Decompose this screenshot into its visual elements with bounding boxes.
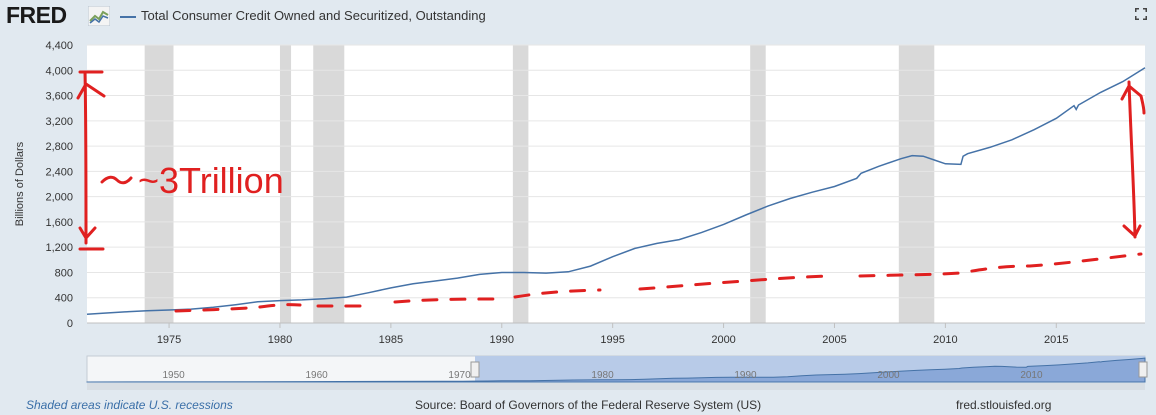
x-axis: 1975 1980 1985 1990 1995 2000 2005 2010 2015	[87, 322, 1145, 346]
legend-swatch	[120, 16, 136, 18]
y-tick-label: 400	[55, 293, 73, 305]
series-line	[86, 67, 1146, 315]
navigator-ticks: 1950 1960 1970 1980 1990 2000 2010	[162, 370, 1043, 381]
x-tick-label: 1980	[268, 334, 292, 346]
navigator-tick-label: 1990	[734, 370, 757, 381]
recession-band	[898, 45, 935, 323]
annotation	[76, 70, 1146, 313]
plot-area	[87, 45, 1145, 323]
y-axis: 0 400 800 1,200 1,600 2,000 2,400 2,800 3,200 3,6…	[45, 40, 73, 330]
navigator-tick-label: 2010	[1020, 370, 1043, 381]
y-tick-label: 1,600	[45, 217, 73, 229]
x-tick-label: 2000	[711, 334, 735, 346]
y-tick-label: 4,400	[45, 40, 73, 52]
chart-header: FRED Total Consumer Credit Owned and Sec…	[0, 0, 1156, 36]
navigator-handle-left[interactable]	[470, 361, 480, 378]
navigator-handle-right[interactable]	[1138, 361, 1148, 378]
x-tick-label: 2010	[933, 334, 957, 346]
y-tick-label: 2,400	[45, 166, 73, 178]
x-tick-label: 2015	[1044, 334, 1068, 346]
recession-band	[144, 45, 174, 323]
navigator-tick-label: 2000	[877, 370, 900, 381]
annotation-tilde	[100, 175, 133, 185]
recession-band	[512, 45, 529, 323]
y-tick-label: 0	[67, 318, 73, 330]
y-tick-label: 3,600	[45, 91, 73, 103]
fred-logo[interactable]: FRED	[6, 2, 67, 28]
x-tick-label: 1990	[490, 334, 514, 346]
y-tick-label: 4,000	[45, 65, 73, 77]
annotation-right-arrow	[1120, 80, 1146, 239]
line-chart-icon	[88, 6, 110, 26]
annotation-text: ~3Trillion	[138, 160, 284, 201]
series-group	[86, 67, 1146, 315]
legend-label[interactable]: Total Consumer Credit Owned and Securiti…	[141, 8, 486, 23]
navigator-tick-label: 1980	[591, 370, 614, 381]
y-tick-label: 800	[55, 267, 73, 279]
y-tick-label: 2,000	[45, 192, 73, 204]
y-axis-title: Billions of Dollars	[14, 141, 26, 226]
x-tick-label: 1985	[379, 334, 403, 346]
navigator-tick-label: 1960	[305, 370, 328, 381]
annotation-dashed-trend	[174, 252, 1143, 313]
x-tick-label: 1995	[600, 334, 624, 346]
recession-note: Shaded areas indicate U.S. recessions	[26, 398, 233, 412]
navigator-series-area	[86, 357, 1146, 383]
recession-band	[313, 45, 345, 323]
recession-band	[279, 45, 292, 323]
navigator-tick-label: 1970	[448, 370, 471, 381]
range-navigator[interactable]: 1950 1960 1970 1980 1990 2000 2010	[86, 355, 1148, 390]
navigator-tick-label: 1950	[162, 370, 185, 381]
y-tick-label: 1,200	[45, 242, 73, 254]
fullscreen-icon[interactable]	[1135, 8, 1147, 20]
source-note: Source: Board of Governors of the Federa…	[415, 398, 762, 412]
y-tick-label: 3,200	[45, 116, 73, 128]
y-tick-label: 2,800	[45, 141, 73, 153]
chart: 0 400 800 1,200 1,600 2,000 2,400 2,800 3,200 3,6…	[14, 40, 1148, 390]
recession-bands	[144, 45, 935, 323]
x-tick-label: 2005	[822, 334, 846, 346]
navigator-scrollbar[interactable]	[87, 383, 1145, 390]
site-link[interactable]: fred.stlouisfed.org	[956, 398, 1052, 412]
recession-band	[750, 45, 766, 323]
x-tick-label: 1975	[157, 334, 181, 346]
annotation-left-arrow	[76, 70, 106, 251]
